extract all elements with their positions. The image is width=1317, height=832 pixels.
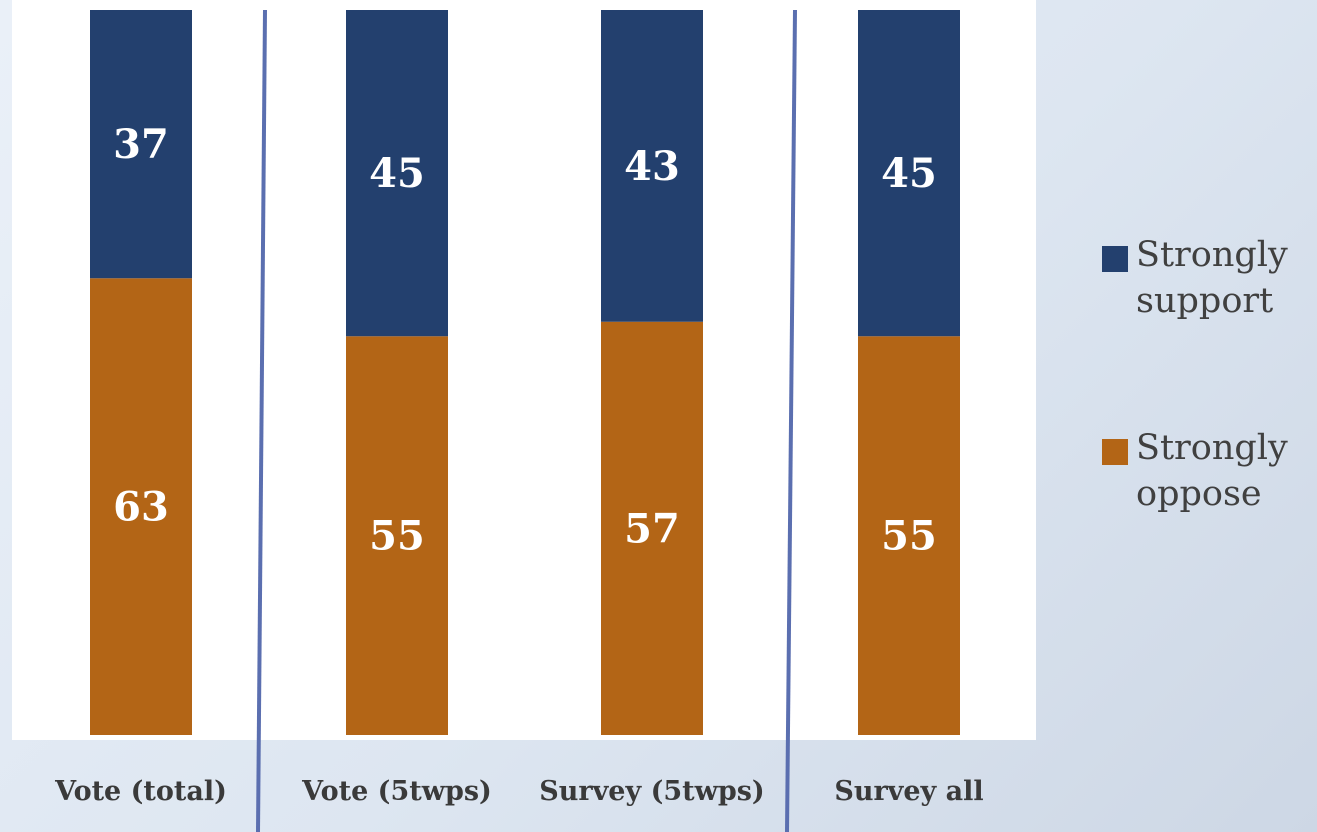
bar-strongly-oppose-vote-5twps: [346, 336, 448, 735]
group-separator-line-2: [785, 9, 797, 832]
group-separator-line-1: [256, 9, 267, 832]
bar-strongly-support-vote-5twps: [346, 10, 448, 337]
legend-label-oppose: Strongly oppose: [1136, 428, 1288, 514]
bar-strongly-oppose-survey-5twps: [601, 321, 703, 735]
data-label-strongly-support-vote-total: 37: [113, 121, 169, 168]
x-tick-label-vote-5twps: Vote (5twps): [301, 776, 492, 807]
bar-strongly-oppose-vote-total: [90, 278, 192, 735]
data-label-strongly-support-vote-5twps: 45: [369, 150, 425, 197]
data-label-strongly-support-survey-5twps: 43: [624, 143, 680, 190]
bar-strongly-support-vote-total: [90, 10, 192, 279]
legend-swatch-support: [1102, 246, 1128, 272]
bar-strongly-oppose-survey-all: [858, 336, 960, 735]
x-tick-label-survey-5twps: Survey (5twps): [539, 776, 764, 807]
legend-label-support: Strongly support: [1136, 235, 1288, 321]
bar-strongly-support-survey-all: [858, 10, 960, 337]
x-tick-label-survey-all: Survey all: [834, 776, 983, 807]
data-label-strongly-support-survey-all: 45: [881, 150, 937, 197]
legend-swatch-oppose: [1102, 439, 1128, 465]
x-tick-label-vote-total: Vote (total): [54, 776, 227, 807]
data-label-strongly-oppose-vote-5twps: 55: [369, 513, 425, 560]
data-label-strongly-oppose-vote-total: 63: [113, 484, 169, 531]
data-label-strongly-oppose-survey-all: 55: [881, 513, 937, 560]
data-label-strongly-oppose-survey-5twps: 57: [624, 505, 680, 552]
bar-strongly-support-survey-5twps: [601, 10, 703, 322]
